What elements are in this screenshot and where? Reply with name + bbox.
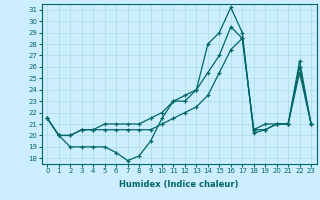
X-axis label: Humidex (Indice chaleur): Humidex (Indice chaleur) <box>119 180 239 189</box>
